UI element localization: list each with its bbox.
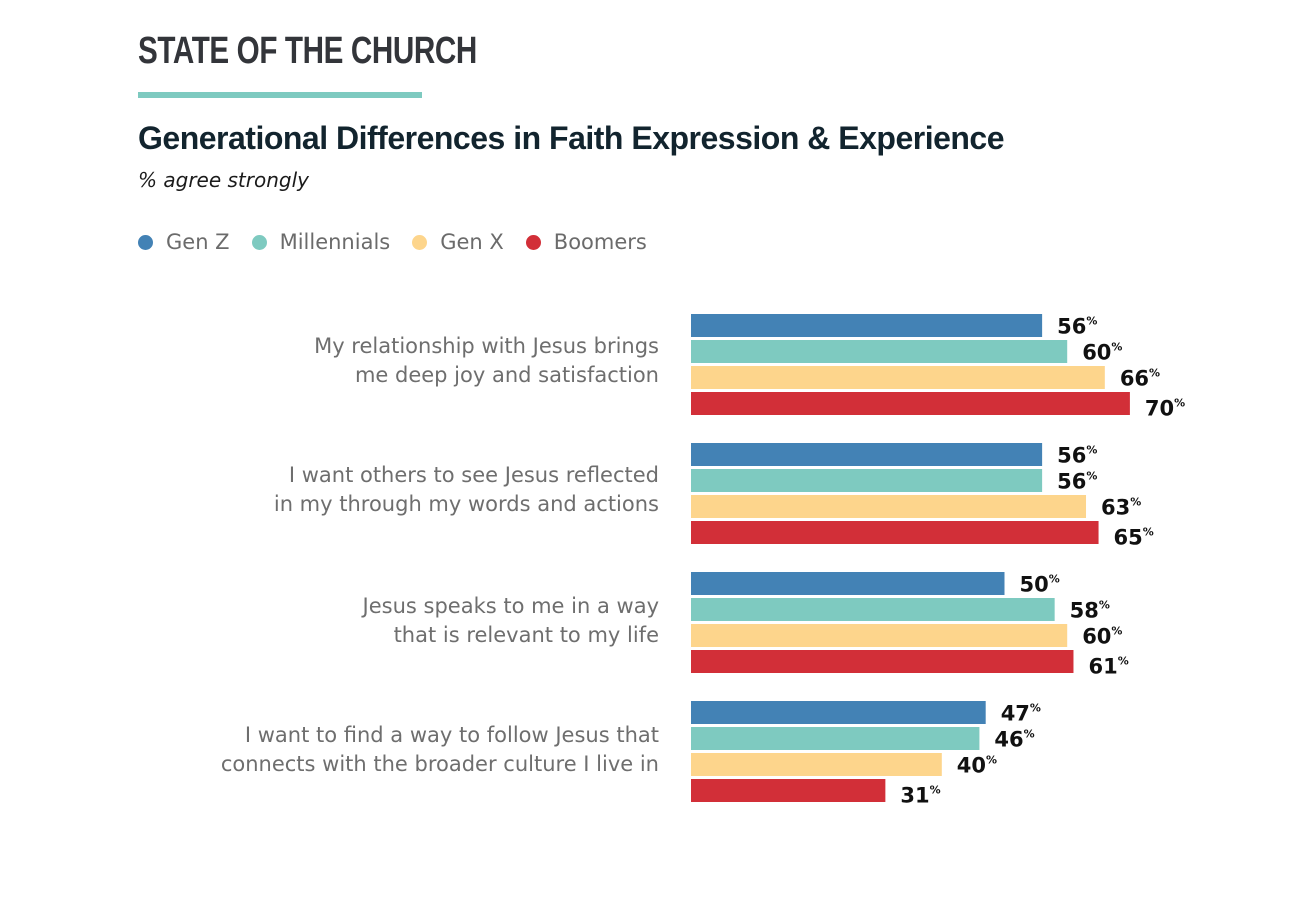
bar-gen-z-1	[691, 314, 1043, 337]
chart-subtitle: % agree strongly	[138, 168, 309, 192]
category-label-line: that is relevant to my life	[393, 623, 659, 647]
category-label-reflected: I want others to see Jesus reflected in …	[274, 461, 659, 519]
value-label-boomers-3: 61%	[1088, 655, 1128, 679]
category-label-line: I want others to see Jesus reflected	[288, 463, 659, 487]
legend-label: Boomers	[553, 230, 647, 254]
category-label-line: My relationship with Jesus brings	[314, 334, 659, 358]
legend: Gen Z Millennials Gen X Boomers	[138, 230, 669, 254]
brand-title: STATE OF THE CHURCH	[138, 30, 477, 72]
category-label-line: in my through my words and actions	[273, 492, 659, 516]
bar-boomers-3	[691, 650, 1074, 673]
legend-dot-icon	[525, 234, 541, 250]
value-label-gen-z-1: 56%	[1057, 315, 1097, 339]
value-label-gen-z-4: 47%	[1001, 702, 1041, 726]
legend-label: Gen X	[440, 230, 504, 254]
bar-millennials-2	[691, 469, 1043, 492]
value-label-gen-x-4: 40%	[957, 754, 997, 778]
bar-millennials-3	[691, 598, 1055, 621]
category-label-joy: My relationship with Jesus brings me dee…	[314, 332, 659, 390]
bar-gen-x-1	[691, 366, 1105, 389]
legend-dot-icon	[412, 234, 428, 250]
category-label-line: me deep joy and satisfaction	[354, 363, 659, 387]
legend-dot-icon	[138, 234, 153, 250]
bar-millennials-4	[691, 727, 980, 750]
bar-boomers-4	[691, 779, 886, 802]
value-label-millennials-4: 46%	[994, 728, 1034, 752]
value-label-boomers-2: 65%	[1114, 526, 1154, 550]
value-label-gen-x-1: 66%	[1120, 367, 1160, 391]
legend-item-millennials: Millennials	[251, 230, 391, 254]
bar-boomers-2	[691, 521, 1099, 544]
value-label-boomers-1: 70%	[1145, 397, 1185, 421]
chart-title: Generational Differences in Faith Expres…	[138, 120, 1005, 156]
bar-gen-x-2	[691, 495, 1087, 518]
value-label-millennials-3: 58%	[1070, 599, 1110, 623]
category-label-line: Jesus speaks to me in a way	[362, 594, 659, 618]
legend-dot-icon	[251, 234, 267, 250]
category-label-relevant: Jesus speaks to me in a way that is rele…	[363, 592, 659, 650]
bar-gen-x-3	[691, 624, 1068, 647]
category-label-line: connects with the broader culture I live…	[220, 752, 659, 776]
category-label-line: I want to find a way to follow Jesus tha…	[244, 723, 659, 747]
legend-item-gen-z: Gen Z	[138, 230, 230, 254]
legend-item-gen-x: Gen X	[412, 230, 504, 254]
bar-gen-x-4	[691, 753, 942, 776]
bar-gen-z-4	[691, 701, 986, 724]
legend-label: Millennials	[279, 230, 391, 254]
brand-underline	[138, 92, 422, 98]
bar-gen-z-3	[691, 572, 1005, 595]
bar-gen-z-2	[691, 443, 1043, 466]
value-label-millennials-2: 56%	[1057, 470, 1097, 494]
category-label-culture: I want to find a way to follow Jesus tha…	[221, 721, 659, 779]
value-label-gen-x-2: 63%	[1101, 496, 1141, 520]
value-label-boomers-4: 31%	[900, 784, 940, 808]
value-label-millennials-1: 60%	[1082, 341, 1122, 365]
bar-millennials-1	[691, 340, 1068, 363]
legend-item-boomers: Boomers	[525, 230, 647, 254]
bar-boomers-1	[691, 392, 1130, 415]
value-label-gen-z-3: 50%	[1020, 573, 1060, 597]
value-label-gen-x-3: 60%	[1082, 625, 1122, 649]
value-label-gen-z-2: 56%	[1057, 444, 1097, 468]
legend-label: Gen Z	[166, 230, 230, 254]
